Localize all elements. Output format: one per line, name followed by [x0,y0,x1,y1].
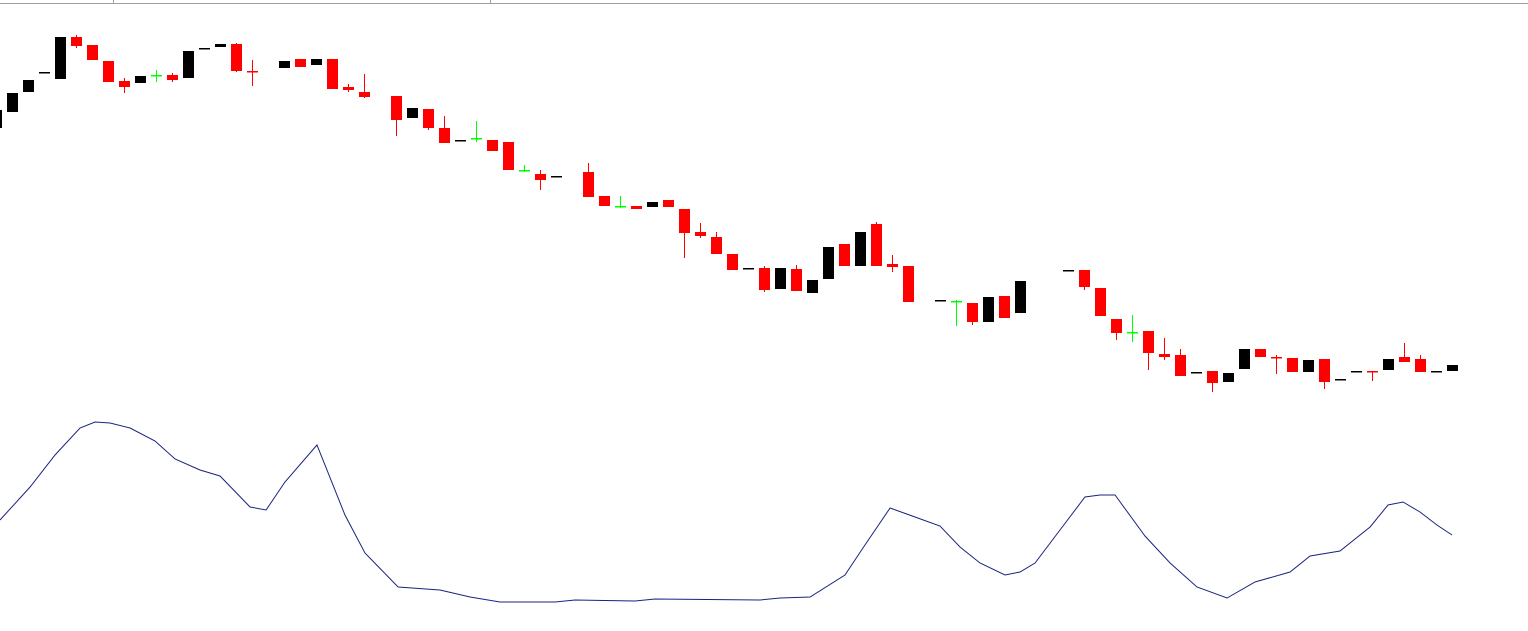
candle-body [1191,372,1202,374]
candle-body [583,172,594,197]
candle-body [71,37,82,46]
candle-body [23,80,34,92]
candle-body [423,109,434,128]
candle-body [1063,270,1074,272]
candle-body [903,266,914,302]
candle-body [135,76,146,83]
candle-body [519,170,530,172]
candle-body [407,108,418,118]
candle-body [455,140,466,142]
candle-body [855,232,866,266]
candle-body [1175,355,1186,376]
candle-body [967,303,978,322]
candle-body [663,200,674,207]
candle-body [503,142,514,170]
candle-body [439,128,450,143]
candle-body [695,232,706,236]
candle-body [1271,357,1282,359]
candle-body [1095,288,1106,316]
candle-body [87,45,98,60]
candle-body [615,206,626,208]
candle-body [327,59,338,89]
candle-body [1303,360,1314,372]
candle-body [247,71,258,73]
candle-body [871,224,882,266]
candle-body [1223,373,1234,382]
candle-body [1255,349,1266,357]
candle-body [1399,357,1410,362]
candle-body [1367,371,1378,373]
candle-body [183,51,194,78]
candle-body [1015,281,1026,313]
candle-body [0,110,2,128]
candle-body [727,254,738,270]
candle-body [55,37,66,79]
candle-body [487,140,498,151]
candle-body [1159,354,1170,357]
candle-body [711,237,722,254]
candle-body [39,72,50,74]
candle-body [935,300,946,302]
candle-body [1287,358,1298,372]
candle-body [647,202,658,207]
candle-body [983,297,994,322]
candle-body [1319,359,1330,382]
candle-body [391,96,402,120]
candle-body [599,196,610,206]
candle-body [471,138,482,140]
candle-body [1111,319,1122,333]
candle-body [1415,359,1426,372]
candle-body [1447,365,1458,371]
candle-body [279,61,290,68]
candle-body [295,59,306,67]
candle-body [839,244,850,266]
candle-body [823,247,834,279]
candle-body [119,81,130,87]
candle-body [999,296,1010,318]
candle-body [1351,371,1362,373]
candle-body [167,75,178,80]
candle-body [679,209,690,233]
candle-body [7,93,18,112]
indicator-line [0,421,1453,603]
candle-body [1127,332,1138,334]
candle-body [359,92,370,97]
candle-body [1335,379,1346,381]
candle-body [151,75,162,77]
candle-body [759,268,770,290]
candle-body [199,48,210,50]
candle-body [1383,359,1394,370]
candle-body [1143,331,1154,353]
candle-body [103,61,114,82]
candle-body [951,301,962,303]
candle-body [535,174,546,180]
candle-body [1079,270,1090,287]
candle-body [215,44,226,47]
candle-body [1207,371,1218,383]
candle-body [1239,349,1250,369]
candle-body [343,87,354,90]
candle-body [311,59,322,65]
candle-body [231,44,242,71]
candle-body [775,268,786,289]
candle-body [1431,371,1442,373]
candle-body [807,280,818,293]
candle-body [743,268,754,270]
candle-body [631,206,642,209]
candle-body [551,176,562,178]
candle-body [791,269,802,291]
candle-body [887,264,898,267]
